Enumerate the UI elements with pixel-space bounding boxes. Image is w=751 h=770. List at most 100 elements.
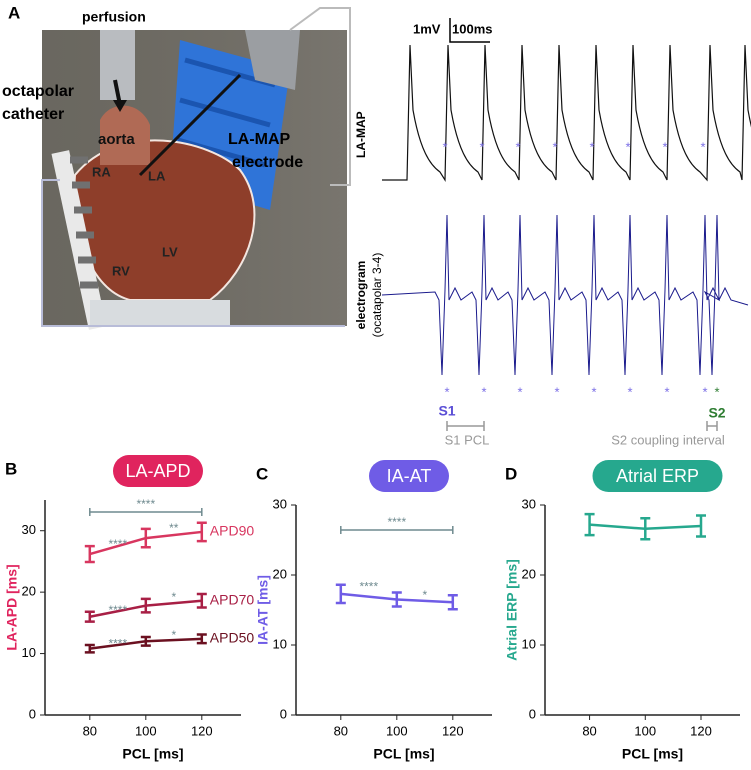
chart-title: LA-APD — [125, 461, 190, 481]
sig-stars: **** — [359, 580, 378, 594]
chart-title: IA-AT — [387, 466, 432, 486]
scale-label: 1mV — [413, 21, 441, 36]
star: * — [481, 384, 486, 399]
egm-trace — [381, 214, 749, 376]
y-axis-label: Atrial ERP [ms] — [504, 559, 520, 661]
title-pill — [113, 455, 203, 487]
x-axis-label: PCL [ms] — [622, 746, 683, 762]
sig-bracket — [340, 526, 454, 534]
y-tick-label: 0 — [29, 706, 36, 721]
error-bar — [140, 527, 151, 549]
y-tick-label: 0 — [529, 706, 536, 721]
sig-stars: **** — [108, 603, 127, 617]
x-tick-label: 120 — [690, 723, 712, 738]
star: * — [627, 384, 632, 399]
scale-bar — [449, 18, 490, 43]
error-bar — [196, 521, 207, 543]
title-pill — [592, 460, 723, 492]
label: electrode — [232, 154, 303, 171]
panel-letter: B — [5, 459, 17, 478]
chart-title: Atrial ERP — [616, 466, 699, 486]
sig-stars: ** — [169, 521, 179, 535]
error-bar — [584, 512, 595, 537]
y-tick-label: 30 — [273, 496, 287, 511]
connector — [41, 179, 345, 327]
star: * — [591, 384, 596, 399]
star: * — [662, 139, 667, 154]
star: * — [479, 139, 484, 154]
x-tick-label: 80 — [83, 723, 97, 738]
map-trace — [382, 44, 751, 183]
label: perfusion — [82, 9, 146, 25]
sig-stars: **** — [136, 497, 155, 511]
error-bar — [391, 591, 402, 608]
error-bar — [640, 517, 651, 541]
error-bar — [84, 544, 95, 564]
y-axis-label: LA-APD [ms] — [4, 564, 20, 650]
label: RA — [92, 164, 111, 179]
star: * — [444, 384, 449, 399]
bracket — [706, 421, 718, 431]
x-tick-label: 100 — [386, 723, 408, 738]
trace-label: electrogram — [354, 261, 368, 330]
x-tick-label: 80 — [334, 723, 348, 738]
error-bar — [140, 635, 151, 647]
star: * — [714, 384, 719, 399]
star: * — [442, 139, 447, 154]
y-tick-label: 0 — [280, 706, 287, 721]
star: * — [702, 384, 707, 399]
error-bar — [84, 643, 95, 654]
sig-stars: **** — [108, 537, 127, 551]
error-bar — [196, 592, 207, 609]
x-tick-label: 120 — [191, 723, 213, 738]
y-tick-label: 20 — [522, 566, 536, 581]
x-axis-label: PCL [ms] — [373, 746, 434, 762]
sig-stars: * — [171, 628, 176, 642]
label: LA — [148, 168, 166, 183]
scale-label: 100ms — [452, 21, 492, 36]
star: * — [625, 139, 630, 154]
label: LA-MAP — [228, 131, 291, 148]
series-label: APD50 — [210, 630, 255, 646]
star: * — [515, 139, 520, 154]
marker-label: S1 PCL — [445, 432, 490, 447]
photo — [42, 30, 347, 330]
trace-label: LA-MAP — [354, 111, 368, 158]
label: LV — [162, 244, 178, 259]
y-tick-label: 10 — [522, 636, 536, 651]
y-axis-label: IA-AT [ms] — [255, 575, 271, 645]
series-label: APD70 — [210, 591, 255, 607]
star: * — [589, 139, 594, 154]
y-tick-label: 20 — [273, 566, 287, 581]
x-axis-label: PCL [ms] — [122, 746, 183, 762]
panel-letter: C — [256, 464, 268, 483]
error-bar — [140, 597, 151, 614]
title-pill — [369, 460, 449, 492]
panel-letter: A — [8, 3, 20, 22]
sig-stars: * — [171, 590, 176, 604]
y-tick-label: 20 — [22, 584, 36, 599]
marker-label: S2 coupling interval — [611, 432, 725, 447]
star: * — [517, 384, 522, 399]
x-tick-label: 120 — [442, 723, 464, 738]
y-tick-label: 30 — [522, 496, 536, 511]
error-bar — [335, 583, 346, 605]
sig-stars: **** — [387, 515, 406, 529]
sig-bracket — [89, 508, 203, 516]
marker-label: S2 — [708, 405, 725, 421]
star: * — [700, 139, 705, 154]
panel-letter: D — [505, 464, 517, 483]
y-tick-label: 10 — [22, 645, 36, 660]
sig-stars: **** — [108, 637, 127, 651]
x-tick-label: 80 — [582, 723, 596, 738]
star: * — [554, 384, 559, 399]
y-tick-label: 30 — [22, 522, 36, 537]
star: * — [552, 139, 557, 154]
x-tick-label: 100 — [135, 723, 157, 738]
star: * — [664, 384, 669, 399]
y-tick-label: 10 — [273, 636, 287, 651]
connector — [289, 7, 351, 186]
series-label: APD90 — [210, 523, 255, 539]
error-bar — [196, 633, 207, 645]
